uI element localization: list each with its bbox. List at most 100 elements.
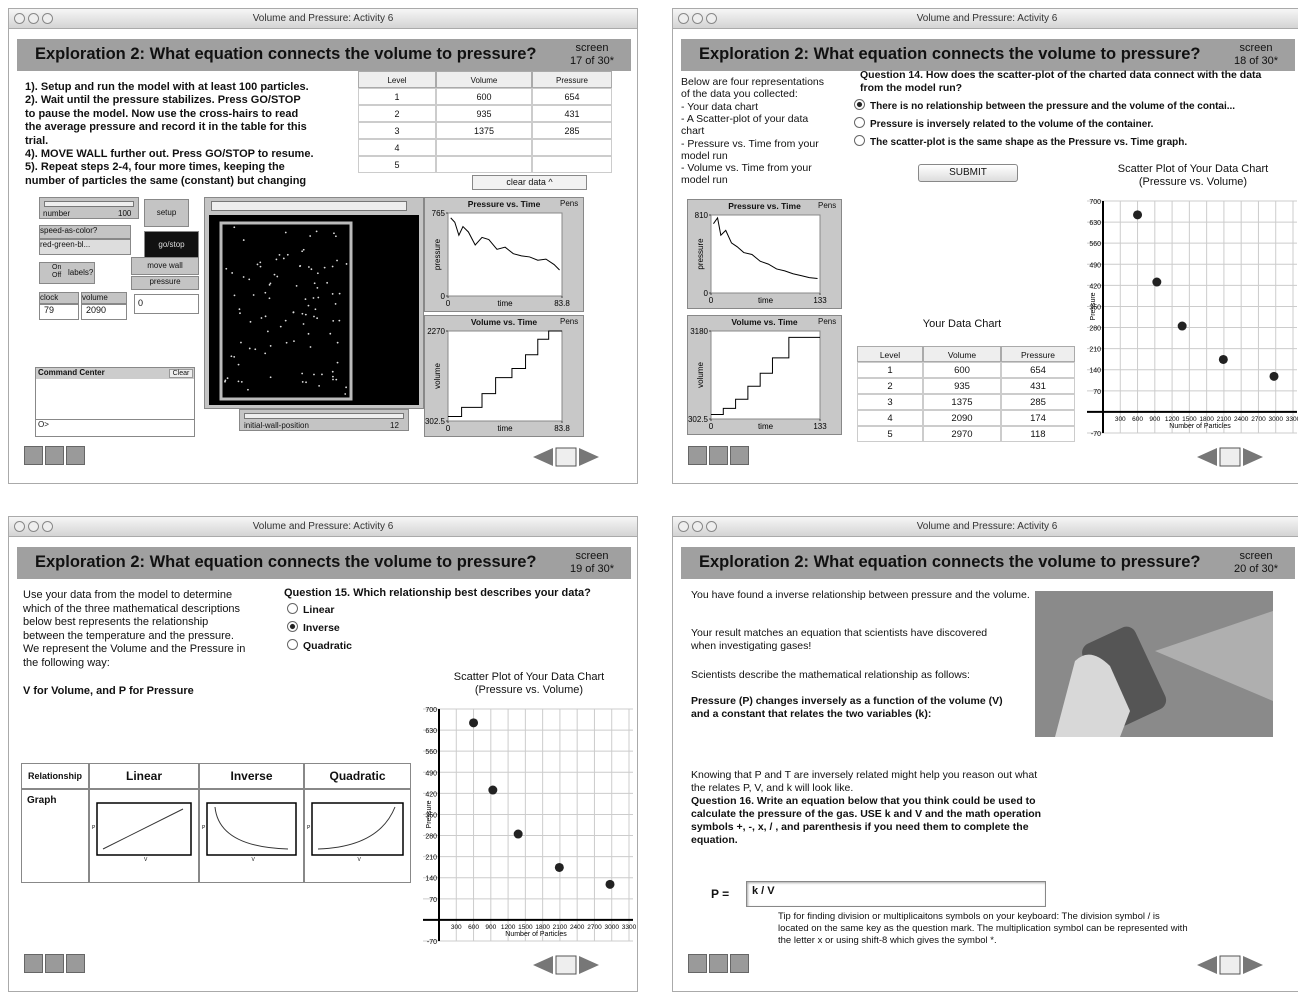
menu-button xyxy=(556,448,576,466)
table-header: Relationship xyxy=(21,763,89,789)
tool-icon[interactable] xyxy=(688,954,707,973)
particle xyxy=(264,292,266,294)
row-label: Graph xyxy=(27,795,56,806)
y-tick-label: 280 xyxy=(425,834,437,841)
tip: Tip for finding division or multiplicait… xyxy=(778,911,1193,947)
y-tick-label: 140 xyxy=(425,876,437,883)
particle xyxy=(321,374,323,376)
legend-text: V for Volume, and P for Pressure xyxy=(23,685,194,697)
radio-option[interactable]: Inverse xyxy=(287,621,340,634)
clear-button[interactable]: clear data ^ xyxy=(472,175,587,190)
x-tick-label: 0 xyxy=(709,422,714,431)
tool-icon[interactable] xyxy=(709,954,728,973)
tool-icon[interactable] xyxy=(66,954,85,973)
x-tick-label: 2700 xyxy=(587,924,602,931)
radio-option[interactable]: Quadratic xyxy=(287,639,352,652)
instruction-line: 4). MOVE WALL further out. Press GO/STOP… xyxy=(25,148,314,160)
particle xyxy=(309,235,311,237)
particle xyxy=(240,342,242,344)
command-clear-button[interactable]: Clear xyxy=(169,369,193,378)
table-cell: 654 xyxy=(1001,362,1075,378)
table-header: Pressure xyxy=(1001,346,1075,362)
particle xyxy=(253,294,255,296)
input-box[interactable]: 0 xyxy=(134,294,199,314)
volume-value: 2090 xyxy=(81,304,127,320)
plot-area xyxy=(711,331,820,419)
instruction-line: 1). Setup and run the model with at leas… xyxy=(25,81,309,93)
x-tick-label: 300 xyxy=(1115,416,1126,423)
y-tick-label: 3180 xyxy=(690,327,708,336)
y-tick-label: 2270 xyxy=(427,327,445,336)
radio-label: Linear xyxy=(303,604,335,616)
next-button xyxy=(1243,956,1263,974)
tool-icon[interactable] xyxy=(45,446,64,465)
header-title: Exploration 2: What equation connects th… xyxy=(699,45,1219,64)
radio-button[interactable] xyxy=(287,621,298,632)
slider-track xyxy=(244,413,404,419)
back-button xyxy=(533,448,553,466)
y-axis-label: volume xyxy=(433,363,442,389)
setup-button[interactable]: setup xyxy=(144,199,189,227)
radio-option[interactable]: There is no relationship between the pre… xyxy=(854,99,1235,112)
back-button xyxy=(1197,448,1217,466)
particle xyxy=(311,268,313,270)
x-tick-label: 0 xyxy=(446,424,451,433)
radio-option[interactable]: Pressure is inversely related to the vol… xyxy=(854,117,1153,130)
x-axis-label: time xyxy=(497,299,513,308)
x-tick-label: 1800 xyxy=(1199,416,1214,423)
tool-icon[interactable] xyxy=(709,446,728,465)
x-tick-label: 300 xyxy=(451,924,462,931)
slider-track xyxy=(44,201,134,207)
particle xyxy=(249,348,251,350)
table-cell: 2 xyxy=(358,105,436,122)
radio-button[interactable] xyxy=(287,603,298,614)
radio-button[interactable] xyxy=(287,639,298,650)
particle xyxy=(254,348,256,350)
tool-icon[interactable] xyxy=(45,954,64,973)
tool-icon[interactable] xyxy=(24,446,43,465)
instruction-line: number of particles the same (constant) … xyxy=(25,175,306,187)
intro-line: model run xyxy=(681,174,728,186)
move-wall-button[interactable]: move wall xyxy=(131,257,199,275)
radio-option[interactable]: The scatter-plot is the same shape as th… xyxy=(854,135,1187,148)
particle xyxy=(344,393,346,395)
tool-icon[interactable] xyxy=(24,954,43,973)
tool-icon[interactable] xyxy=(688,446,707,465)
radio-option[interactable]: Linear xyxy=(287,603,335,616)
table-header: Pressure xyxy=(532,71,612,88)
x-tick-label: 900 xyxy=(485,924,496,931)
world-slider xyxy=(211,201,407,211)
radio-button[interactable] xyxy=(854,117,865,128)
y-tick-label: 420 xyxy=(1089,283,1101,290)
command-prompt[interactable]: O> xyxy=(36,419,194,433)
title-bar: Volume and Pressure: Activity 6 xyxy=(9,517,637,537)
tool-icon[interactable] xyxy=(730,446,749,465)
data-point xyxy=(1270,372,1279,381)
data-point xyxy=(555,863,564,872)
particle xyxy=(305,381,307,383)
y-tick-label: -70 xyxy=(427,939,437,946)
answer-input[interactable]: k / V xyxy=(746,881,1046,907)
table-cell: 431 xyxy=(1001,378,1075,394)
particle xyxy=(314,282,316,284)
particle xyxy=(238,380,240,382)
plot-area xyxy=(448,213,562,296)
radio-button[interactable] xyxy=(854,135,865,146)
tool-icon[interactable] xyxy=(730,954,749,973)
particle xyxy=(317,272,319,274)
particle xyxy=(318,385,320,387)
y-tick-label: 490 xyxy=(1089,262,1101,269)
menu-button xyxy=(556,956,576,974)
tool-icon[interactable] xyxy=(66,446,85,465)
slider-value: 12 xyxy=(390,421,399,430)
speed-chooser[interactable]: red-green-bl... xyxy=(39,239,131,255)
go-stop-button[interactable]: go/stop xyxy=(144,231,199,259)
particle xyxy=(333,232,335,234)
submit-button[interactable]: SUBMIT xyxy=(918,164,1018,182)
scatter-plot: -707014021028035042049056063070030060090… xyxy=(419,701,639,951)
radio-button[interactable] xyxy=(854,99,865,110)
scatter-subtitle: (Pressure vs. Volume) xyxy=(419,684,639,696)
table-cell: 5 xyxy=(857,426,923,442)
